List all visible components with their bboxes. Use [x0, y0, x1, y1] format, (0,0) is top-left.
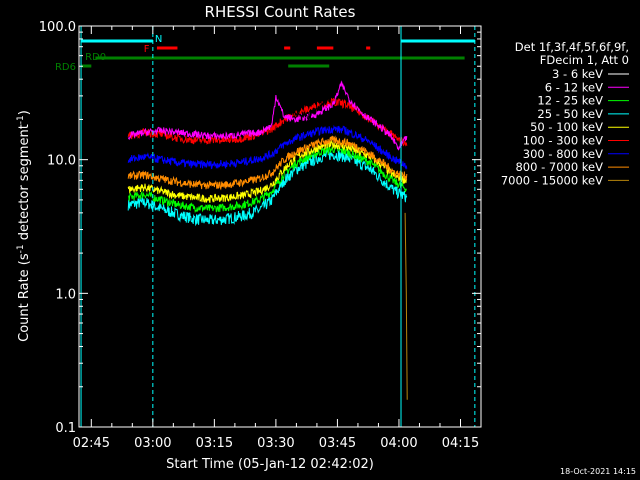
legend-label: 3 - 6 keV — [552, 67, 603, 81]
status-label-n: N — [155, 34, 162, 45]
series-line-3 — [128, 145, 407, 214]
time-markers — [80, 26, 476, 427]
plot-frame — [78, 25, 482, 428]
legend-header-line-2: FDecim 1, Att 0 — [540, 53, 629, 67]
x-tick-label: 04:15 — [442, 436, 479, 451]
y-axis: 0.1 1.0 10.0 100.0 — [39, 20, 481, 436]
legend-label: 300 - 800 keV — [523, 147, 603, 161]
x-tick-label: 03:15 — [196, 436, 233, 451]
series-layer — [127, 75, 408, 400]
y-tick-label: 0.1 — [55, 421, 76, 436]
status-label-rd6: RD6 — [55, 62, 76, 73]
series-line-4 — [127, 149, 408, 227]
legend-label: 25 - 50 keV — [537, 107, 603, 121]
x-tick-label: 03:30 — [257, 436, 294, 451]
series-line-7 — [127, 124, 408, 170]
legend-label: 7000 - 15000 keV — [501, 173, 603, 187]
legend-header-line-1: Det 1f,3f,4f,5f,6f,9f, — [515, 40, 629, 54]
series-line-2 — [127, 80, 408, 151]
legend-label: 12 - 25 keV — [537, 94, 603, 108]
x-tick-label: 03:00 — [134, 436, 171, 451]
legend-label: 6 - 12 keV — [545, 80, 603, 94]
y-axis-title: Count Rate (s-1 detector segment-1) — [16, 110, 32, 342]
instrument-status-bars: NF RD0 RD6 — [55, 34, 475, 73]
status-label-f: F — [144, 44, 150, 55]
x-tick-label: 02:45 — [73, 436, 110, 451]
series-line-8 — [127, 135, 408, 191]
x-axis-title: Start Time (05-Jan-12 02:42:02) — [166, 457, 374, 472]
generation-timestamp: 18-Oct-2021 14:15 — [560, 467, 636, 476]
status-label-rd0: RD0 — [85, 52, 106, 63]
x-tick-label: 03:45 — [319, 436, 356, 451]
series-line-1 — [127, 75, 408, 138]
y-tick-label: 100.0 — [39, 20, 76, 35]
legend-label: 50 - 100 keV — [530, 120, 603, 134]
chart-title: RHESSI Count Rates — [205, 3, 356, 21]
legend-label: 100 - 300 keV — [523, 134, 603, 148]
legend: Det 1f,3f,4f,5f,6f,9f, FDecim 1, Att 0 3… — [501, 40, 629, 187]
legend-label: 800 - 7000 keV — [515, 160, 603, 174]
x-axis: 02:45 03:00 03:15 03:30 03:45 04:00 04:15 — [73, 26, 482, 451]
y-tick-label: 10.0 — [47, 154, 76, 169]
x-tick-label: 04:00 — [380, 436, 417, 451]
series-line-5 — [127, 139, 408, 203]
y-tick-label: 1.0 — [55, 287, 76, 302]
series-line-9 — [404, 212, 408, 400]
